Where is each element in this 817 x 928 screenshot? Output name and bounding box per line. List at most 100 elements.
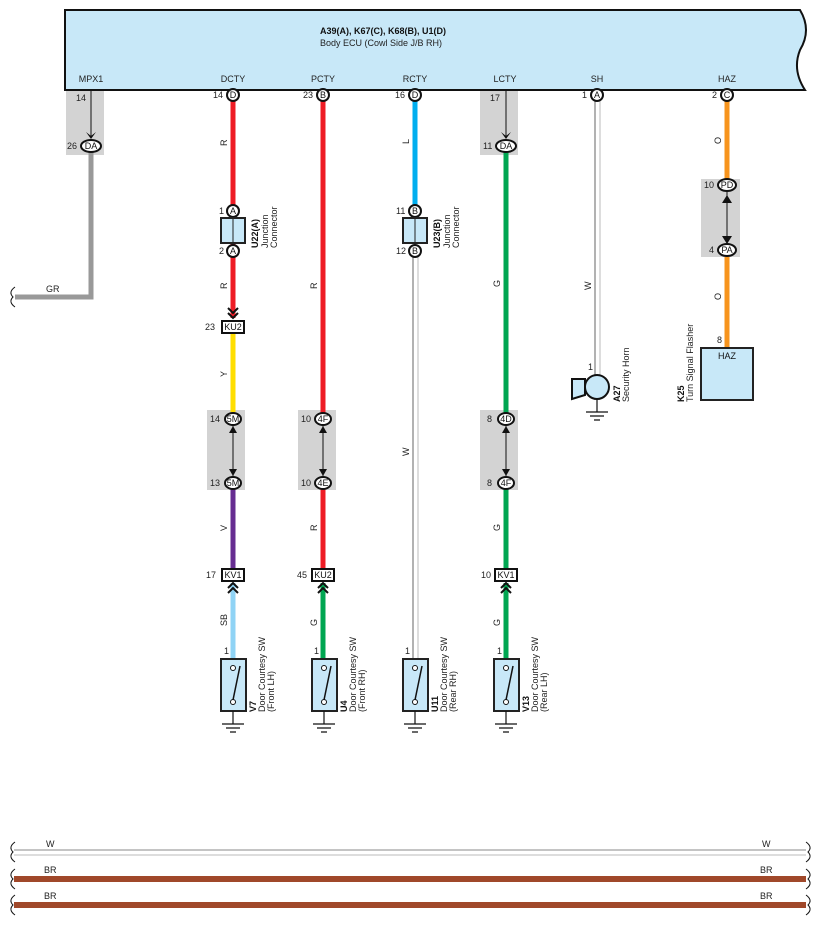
component-name: Security Horn: [621, 347, 631, 402]
pin-number: 14: [213, 90, 223, 100]
pin-name: SH: [591, 74, 604, 84]
wire-label: BR: [760, 865, 773, 875]
component-name: Connector: [269, 206, 279, 248]
wire-label: SB: [219, 614, 229, 626]
pin-name: DCTY: [221, 74, 246, 84]
break-icon: [10, 841, 811, 916]
pcty-circuit[interactable]: B 23 R 4F 10 4E 10 R KU2 45 G 1: [297, 88, 342, 660]
connector-label: 5M: [227, 414, 240, 424]
component-name: Connector: [451, 206, 461, 248]
connector-label: A: [594, 90, 600, 100]
wire-label: G: [309, 619, 319, 626]
pin-number: 26: [67, 141, 77, 151]
pin-number: 10: [301, 414, 311, 424]
pin-number: 17: [206, 570, 216, 580]
dcty-circuit[interactable]: D 14 R A 1 A 2 U22(A) Junction Connector…: [205, 88, 279, 660]
pin-name: LCTY: [493, 74, 516, 84]
pin-number: 11: [483, 141, 492, 151]
wire-label: GR: [46, 284, 60, 294]
connector-label: B: [412, 246, 418, 256]
wire-label: W: [46, 839, 55, 849]
pin-name: MPX1: [79, 74, 104, 84]
ground-icon: [586, 399, 608, 421]
component-code: A27: [612, 385, 622, 402]
component-code: V7: [248, 701, 258, 712]
connector-label: A: [230, 246, 236, 256]
component-name: Door Courtesy SW: [348, 636, 358, 712]
bus-wires[interactable]: W W BR BR BR BR: [10, 839, 811, 916]
switch-icon: [311, 658, 338, 712]
pin-number: 16: [395, 90, 405, 100]
break-icon: [10, 286, 16, 308]
connector-label: PA: [721, 245, 732, 255]
pin-number: 4: [709, 245, 714, 255]
wire-label: O: [713, 137, 723, 144]
wire-gr: [15, 150, 94, 300]
arrow-icon: [86, 132, 96, 139]
connector-label: B: [412, 206, 418, 216]
chevron-icon: [227, 581, 239, 594]
wire-label: G: [492, 524, 502, 531]
wire-label: O: [713, 293, 723, 300]
pin-number: 8: [487, 414, 492, 424]
switch-icon: [493, 658, 520, 712]
pin-number: 17: [490, 93, 500, 103]
sh-circuit[interactable]: A 1 W 1 A27 Security Horn: [571, 88, 631, 421]
component-name: Junction: [442, 214, 452, 248]
wire-label: R: [309, 524, 319, 531]
wire-label: W: [401, 447, 411, 456]
chevron-icon: [500, 581, 512, 594]
rcty-circuit[interactable]: D 16 L B 11 B 12 U23(B) Junction Connect…: [395, 88, 461, 660]
switch-icon: [220, 658, 247, 712]
switch-icon: [402, 658, 429, 712]
wire-label: R: [219, 139, 229, 146]
wire-label: W: [583, 281, 593, 290]
chevron-icon: [227, 307, 239, 320]
pin-number: 2: [712, 90, 717, 100]
lcty-circuit[interactable]: 17 DA 11 G 4D 8 4F 8 G KV1 10 G 1: [480, 91, 518, 660]
terminal-label: HAZ: [718, 351, 737, 361]
horn-icon: [571, 374, 610, 401]
pin-number: 1: [588, 362, 593, 372]
wire-label: BR: [44, 865, 57, 875]
pin-number: 11: [396, 206, 405, 216]
wire-label: BR: [44, 891, 57, 901]
pin-number: 1: [582, 90, 587, 100]
pin-number: 1: [405, 646, 410, 656]
pin-number: 23: [303, 90, 313, 100]
ground-icon: [222, 711, 517, 733]
component-code: U23(B): [432, 219, 442, 248]
connector-label: 5M: [227, 478, 240, 488]
pin-number: 13: [210, 478, 220, 488]
pin-name: PCTY: [311, 74, 335, 84]
pin-number: 8: [487, 478, 492, 488]
haz-circuit[interactable]: C 2 O PD 10 PA 4 O 8 HAZ K25 Turn Signal…: [676, 88, 754, 402]
pin-number: 14: [76, 93, 86, 103]
component-code: U4: [339, 700, 349, 712]
connector-label: DA: [500, 141, 513, 151]
wire-label: L: [401, 139, 411, 144]
component-name: (Rear RH): [448, 671, 458, 712]
pin-number: 8: [717, 335, 722, 345]
connector-label: 4F: [501, 478, 512, 488]
connector-label: KU2: [314, 570, 332, 580]
component-code: V13: [521, 696, 531, 712]
door-courtesy-switches: V7 Door Courtesy SW (Front LH) U4 Door C…: [220, 636, 549, 733]
component-code: U22(A): [250, 219, 260, 248]
component-name: (Front LH): [266, 671, 276, 712]
pin-number: 12: [396, 246, 406, 256]
component-name: Junction: [260, 214, 270, 248]
component-name: Door Courtesy SW: [439, 636, 449, 712]
connector-label: KU2: [224, 322, 242, 332]
connector-label: KV1: [497, 570, 514, 580]
connector-label: KV1: [224, 570, 241, 580]
pin-number: 10: [301, 478, 311, 488]
pin-number: 1: [224, 646, 229, 656]
connector-label: 4E: [317, 478, 328, 488]
arrow-icon: [501, 132, 511, 139]
pin-number: 10: [481, 570, 491, 580]
pin-number: 14: [210, 414, 220, 424]
mpx1-circuit[interactable]: GR 14 DA 26: [10, 91, 104, 308]
body-ecu[interactable]: A39(A), K67(C), K68(B), U1(D) Body ECU (…: [64, 9, 807, 91]
